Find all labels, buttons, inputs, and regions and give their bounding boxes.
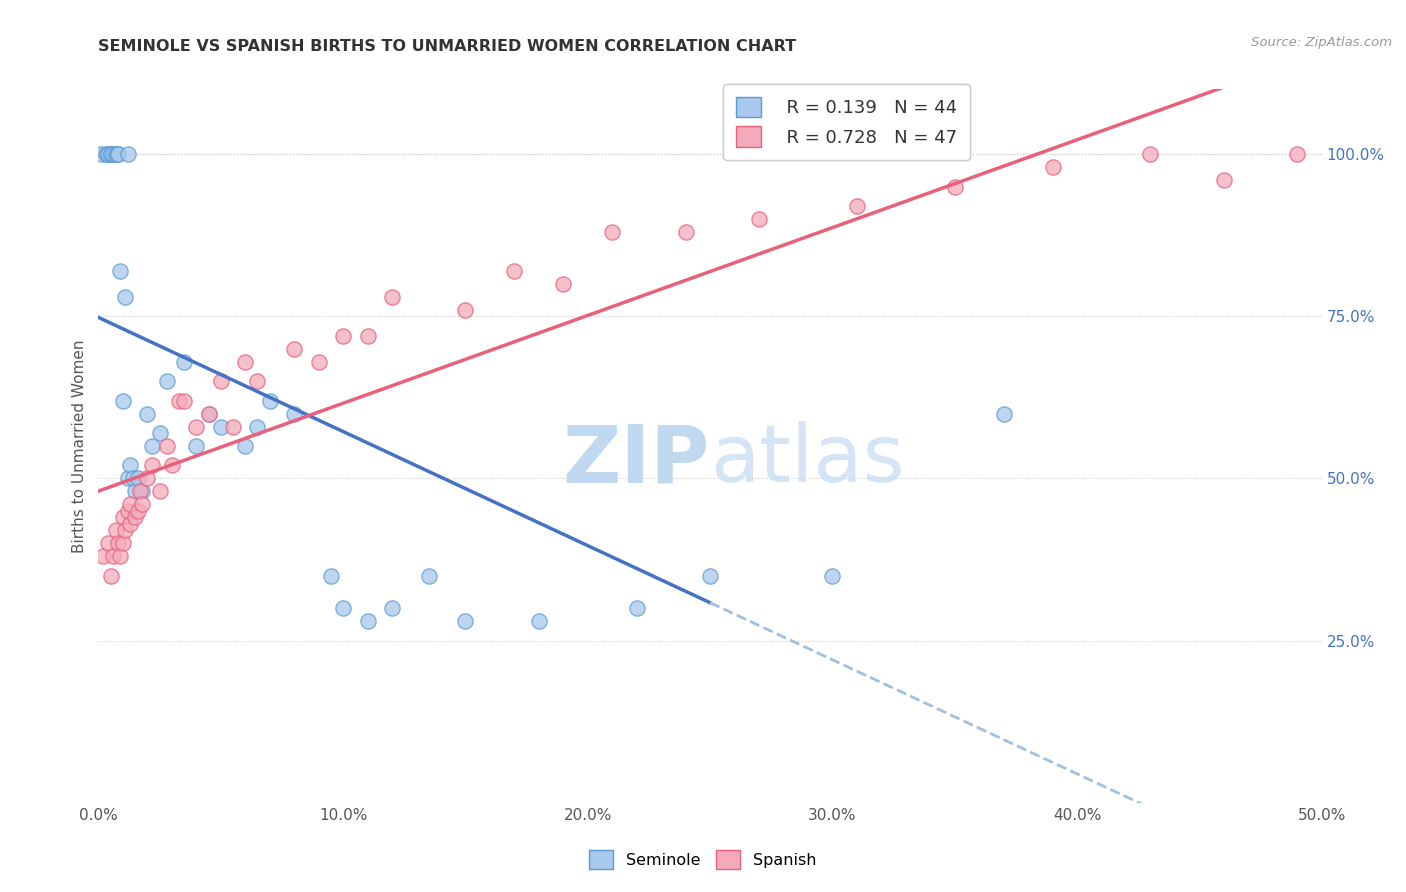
Text: Source: ZipAtlas.com: Source: ZipAtlas.com [1251, 36, 1392, 49]
Point [100, 568, 122, 582]
Point [356, 328, 378, 343]
Point [197, 407, 219, 421]
Point [141, 439, 163, 453]
Point [94, 147, 117, 161]
Point [141, 458, 163, 473]
Point [503, 264, 526, 278]
Point [1139, 147, 1161, 161]
Point [117, 504, 139, 518]
Point [186, 439, 208, 453]
Legend:   R = 0.139   N = 44,   R = 0.728   N = 47: R = 0.139 N = 44, R = 0.728 N = 47 [723, 84, 970, 160]
Y-axis label: Births to Unmarried Women: Births to Unmarried Women [72, 339, 87, 553]
Point [283, 407, 305, 421]
Point [246, 374, 269, 388]
Point [160, 458, 183, 473]
Point [120, 516, 142, 531]
Point [156, 439, 179, 453]
Point [233, 354, 256, 368]
Point [259, 393, 281, 408]
Point [114, 524, 136, 538]
Point [1286, 147, 1309, 161]
Point [110, 549, 132, 564]
Legend: Seminole, Spanish: Seminole, Spanish [583, 844, 823, 875]
Point [283, 342, 305, 356]
Point [167, 393, 190, 408]
Point [197, 407, 219, 421]
Point [124, 484, 146, 499]
Point [129, 484, 152, 499]
Point [173, 354, 195, 368]
Point [111, 510, 134, 524]
Point [186, 419, 208, 434]
Point [127, 471, 149, 485]
Point [748, 211, 770, 226]
Point [821, 568, 844, 582]
Point [131, 497, 153, 511]
Point [454, 614, 477, 628]
Point [356, 614, 378, 628]
Point [97, 147, 120, 161]
Point [943, 179, 966, 194]
Point [90, 147, 112, 161]
Point [319, 568, 342, 582]
Point [149, 425, 172, 440]
Point [381, 290, 404, 304]
Point [127, 504, 149, 518]
Point [107, 147, 129, 161]
Point [101, 549, 124, 564]
Point [675, 225, 697, 239]
Point [107, 536, 129, 550]
Point [107, 147, 129, 161]
Point [173, 393, 195, 408]
Point [553, 277, 575, 291]
Point [527, 614, 550, 628]
Point [121, 471, 143, 485]
Point [246, 419, 269, 434]
Point [454, 302, 477, 317]
Point [136, 471, 159, 485]
Point [381, 601, 404, 615]
Point [149, 484, 172, 499]
Point [91, 549, 114, 564]
Point [209, 419, 232, 434]
Point [117, 471, 139, 485]
Point [104, 147, 127, 161]
Text: ZIP: ZIP [562, 421, 710, 500]
Point [111, 393, 134, 408]
Point [308, 354, 330, 368]
Point [1212, 173, 1234, 187]
Point [104, 147, 127, 161]
Point [222, 419, 245, 434]
Point [418, 568, 440, 582]
Point [845, 199, 868, 213]
Point [136, 407, 159, 421]
Point [131, 484, 153, 499]
Point [332, 601, 354, 615]
Point [100, 147, 122, 161]
Point [120, 458, 142, 473]
Point [699, 568, 721, 582]
Point [117, 147, 139, 161]
Point [233, 439, 256, 453]
Point [100, 147, 122, 161]
Point [332, 328, 354, 343]
Point [209, 374, 232, 388]
Text: SEMINOLE VS SPANISH BIRTHS TO UNMARRIED WOMEN CORRELATION CHART: SEMINOLE VS SPANISH BIRTHS TO UNMARRIED … [98, 38, 797, 54]
Point [111, 536, 134, 550]
Point [626, 601, 648, 615]
Point [97, 147, 120, 161]
Point [156, 374, 179, 388]
Point [124, 510, 146, 524]
Point [600, 225, 623, 239]
Point [97, 536, 120, 550]
Point [101, 147, 124, 161]
Point [114, 290, 136, 304]
Point [104, 524, 127, 538]
Point [1042, 160, 1064, 174]
Text: atlas: atlas [710, 421, 904, 500]
Point [110, 264, 132, 278]
Point [120, 497, 142, 511]
Point [993, 407, 1015, 421]
